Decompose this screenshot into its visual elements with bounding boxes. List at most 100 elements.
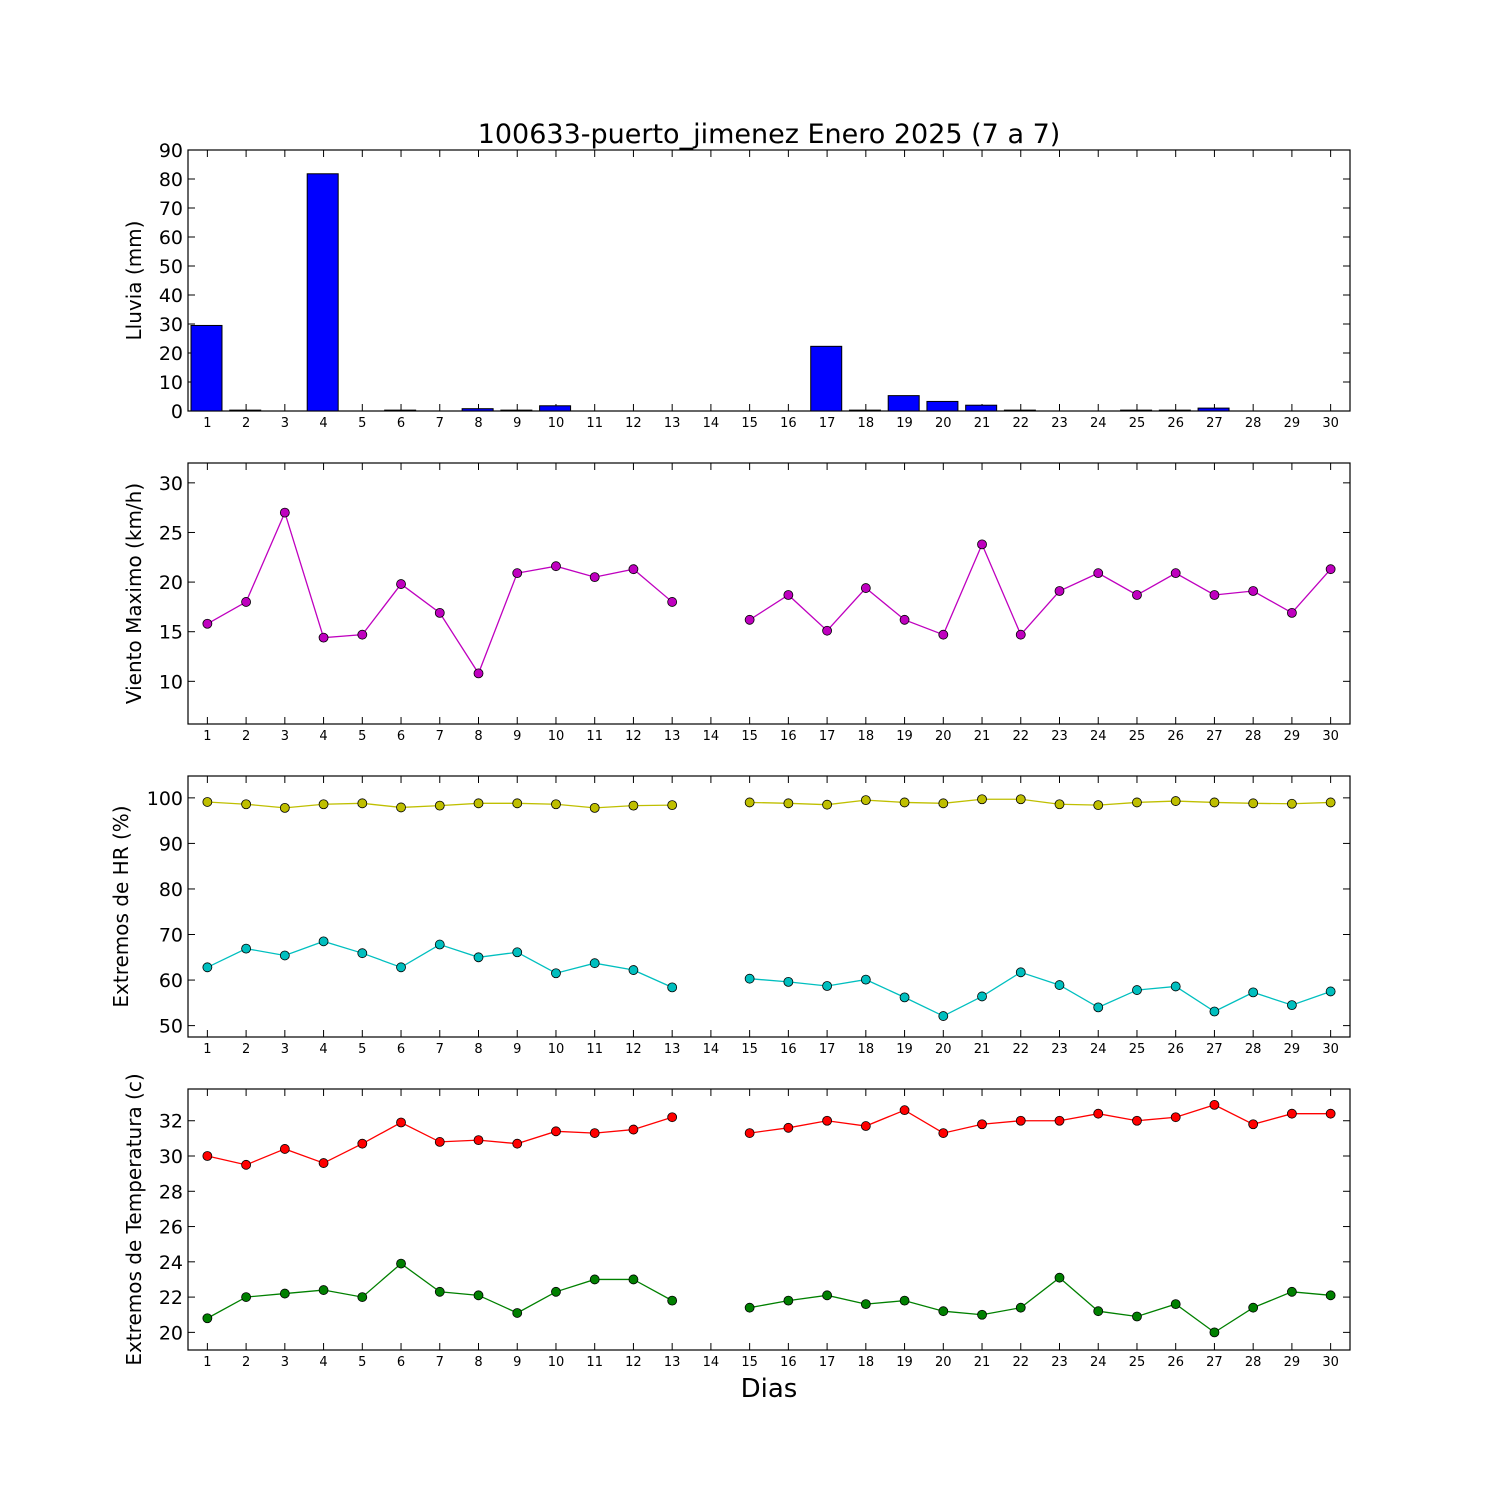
point-day-4 (318, 1158, 329, 1168)
point-day-10 (551, 1286, 561, 1297)
x-tick-label: 24 (1090, 729, 1107, 744)
point-day-19 (899, 1105, 910, 1116)
x-tick-label: 10 (548, 416, 565, 431)
x-tick-label: 10 (548, 1355, 565, 1370)
x-tick-label: 22 (1012, 1355, 1029, 1370)
point-day-17 (822, 1115, 832, 1126)
point-day-23 (1054, 586, 1065, 596)
point-day-25 (1132, 590, 1142, 600)
point-day-25 (1132, 1115, 1142, 1126)
x-tick-label: 18 (858, 729, 875, 744)
point-day-5 (357, 948, 368, 959)
x-tick-label: 21 (974, 729, 991, 744)
point-day-12 (628, 1124, 639, 1135)
point-day-24 (1093, 800, 1104, 811)
x-tick-label: 8 (474, 1042, 482, 1057)
point-day-24 (1093, 1108, 1104, 1119)
point-day-26 (1170, 981, 1181, 992)
point-day-12 (628, 1274, 639, 1285)
bar-day-8 (461, 408, 494, 412)
point-day-26 (1170, 1299, 1181, 1310)
x-tick-label: 7 (436, 1042, 444, 1057)
y-tick-label: 60 (159, 227, 183, 249)
y-tick-label: 22 (159, 1287, 183, 1309)
point-day-11 (589, 572, 600, 583)
x-tick-label: 4 (319, 1042, 327, 1057)
x-tick-label: 9 (513, 416, 521, 431)
point-day-6 (396, 802, 406, 813)
x-tick-label: 12 (625, 729, 642, 744)
x-tick-label: 11 (586, 729, 603, 744)
point-day-19 (899, 797, 910, 808)
point-day-8 (473, 1290, 484, 1301)
x-tick-label: 12 (625, 1355, 642, 1370)
point-day-7 (434, 1286, 445, 1297)
point-day-27 (1209, 1099, 1220, 1110)
point-day-30 (1325, 797, 1336, 808)
x-tick-label: 5 (358, 729, 366, 744)
y-tick-label: 90 (159, 140, 183, 162)
y-tick-label: 32 (159, 1111, 183, 1133)
x-tick-label: 10 (548, 1042, 565, 1057)
point-day-4 (318, 632, 329, 643)
x-tick-label: 2 (242, 729, 250, 744)
x-tick-label: 24 (1090, 1355, 1107, 1370)
x-tick-label: 12 (625, 416, 642, 431)
x-tick-label: 3 (281, 729, 289, 744)
point-day-1 (202, 1151, 213, 1161)
x-tick-label: 26 (1167, 1042, 1184, 1057)
x-tick-label: 24 (1090, 416, 1107, 431)
x-tick-label: 28 (1245, 1042, 1262, 1057)
x-tick-label: 5 (358, 1042, 366, 1057)
point-day-28 (1248, 1302, 1259, 1313)
series-line (749, 971, 1331, 1017)
point-day-18 (860, 1299, 871, 1310)
point-day-13 (667, 982, 678, 993)
x-tick-label: 24 (1090, 1042, 1107, 1057)
point-day-15 (744, 1128, 755, 1138)
point-day-1 (202, 962, 213, 973)
x-tick-label: 9 (513, 1355, 521, 1370)
point-day-17 (822, 799, 832, 810)
x-tick-label: 4 (319, 1355, 327, 1370)
point-day-29 (1287, 1108, 1297, 1119)
x-tick-label: 27 (1206, 1355, 1223, 1370)
x-tick-label: 7 (436, 729, 444, 744)
x-tick-label: 2 (242, 416, 250, 431)
point-day-17 (822, 981, 832, 991)
point-day-29 (1287, 1000, 1297, 1011)
x-tick-label: 6 (397, 416, 405, 431)
x-tick-label: 15 (741, 1355, 758, 1370)
y-axis-label: Viento Maximo (km/h) (122, 483, 146, 704)
point-day-11 (589, 1128, 600, 1138)
point-day-10 (551, 968, 561, 979)
x-tick-label: 1 (203, 416, 211, 431)
point-day-18 (860, 1121, 871, 1131)
point-day-17 (822, 1290, 832, 1301)
x-tick-label: 15 (741, 729, 758, 744)
x-tick-label: 23 (1051, 1042, 1068, 1057)
x-tick-label: 6 (397, 729, 405, 744)
x-tick-label: 20 (935, 416, 952, 431)
point-day-23 (1054, 1115, 1065, 1126)
bar-day-19 (887, 395, 920, 412)
point-day-20 (938, 798, 949, 809)
point-day-28 (1248, 798, 1259, 809)
point-day-30 (1325, 564, 1336, 575)
point-day-3 (279, 1144, 290, 1154)
x-tick-label: 30 (1322, 1042, 1339, 1057)
x-tick-label: 21 (974, 416, 991, 431)
y-tick-label: 30 (159, 1146, 183, 1168)
y-tick-label: 30 (159, 473, 183, 495)
point-day-20 (938, 1011, 949, 1021)
point-day-18 (860, 583, 871, 593)
x-tick-label: 7 (436, 416, 444, 431)
point-day-9 (512, 1308, 523, 1318)
point-day-19 (899, 614, 910, 625)
point-day-2 (241, 1292, 252, 1302)
point-day-13 (667, 597, 678, 607)
bar-day-21 (965, 404, 998, 412)
x-tick-label: 27 (1206, 1042, 1223, 1057)
x-tick-label: 25 (1129, 729, 1146, 744)
